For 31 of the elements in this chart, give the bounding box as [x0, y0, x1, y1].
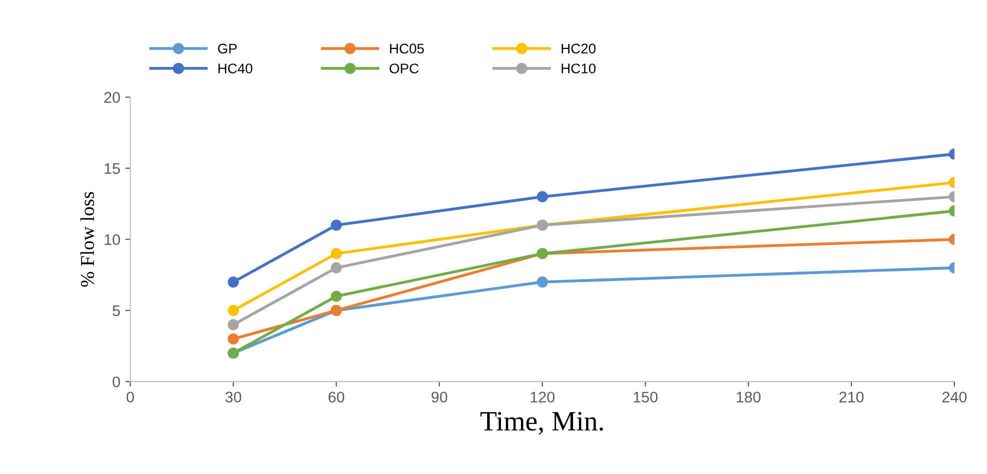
x-tick-label: 60: [328, 392, 344, 403]
point: [228, 333, 239, 344]
y-axis-title: % Flow loss: [80, 192, 94, 287]
x-tick-label: 150: [634, 392, 658, 403]
x-tick-label: 120: [530, 392, 555, 403]
x-tick-label: 90: [432, 392, 448, 403]
legend-label: HC05: [390, 44, 424, 54]
legend-label: HC40: [218, 64, 252, 74]
y-tick-label: 5: [112, 305, 120, 316]
point: [536, 191, 548, 202]
y-tick-label: 0: [112, 376, 120, 388]
y-tick-label: 10: [104, 234, 120, 246]
x-tick-label: 180: [736, 392, 761, 403]
point: [228, 319, 239, 330]
y-tick-label: 15: [104, 163, 120, 174]
point: [228, 304, 239, 316]
x-axis-title: Time, Min.: [480, 412, 603, 435]
x-tick-label: 210: [839, 392, 864, 403]
x-tick-label: 0: [126, 392, 134, 403]
point: [330, 290, 342, 302]
x-tick-label: 30: [225, 392, 242, 403]
x-tick-label: 240: [942, 392, 967, 403]
legend-label: OPC: [390, 64, 419, 74]
legend-label: GP: [218, 44, 237, 54]
point: [330, 248, 342, 260]
point: [228, 276, 239, 288]
legend-label: HC10: [562, 64, 596, 74]
y-tick-label: 20: [104, 92, 120, 103]
legend-label: HC20: [562, 44, 596, 54]
point: [330, 220, 342, 231]
point: [330, 262, 342, 274]
